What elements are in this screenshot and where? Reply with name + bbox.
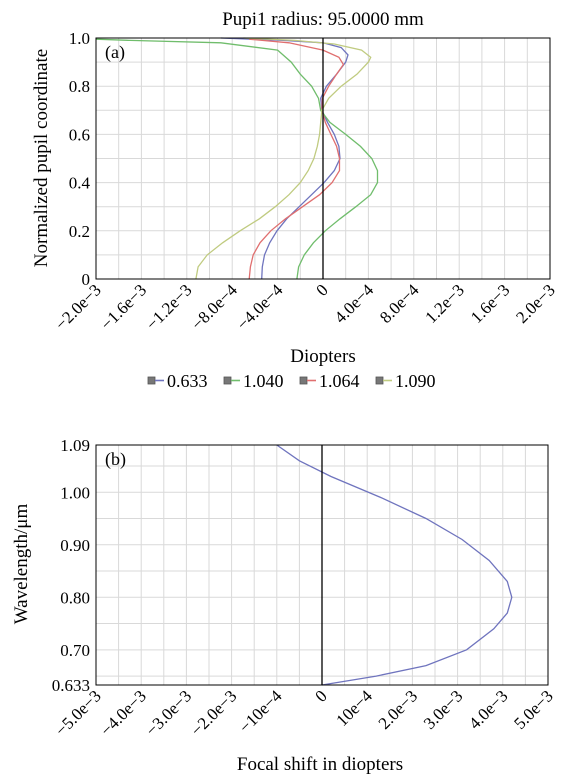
x-tick-label: 4.0e−3 xyxy=(465,686,512,733)
x-tick-label: −1.2e−3 xyxy=(142,280,195,333)
panel-label: (b) xyxy=(105,449,126,470)
y-tick-label: 1.0 xyxy=(69,29,90,48)
y-tick-label: 0.8 xyxy=(69,77,90,96)
x-tick-label: 3.0e−3 xyxy=(420,686,467,733)
x-tick-label: 2.0e−3 xyxy=(512,280,559,327)
chart-panel-a: Pupi1 radius: 95.0000 mm 0 0.2 0.4 0.6 0.8 1.… xyxy=(31,9,559,391)
y-tick-label: 0.4 xyxy=(69,174,91,193)
y-tick-label: 0.2 xyxy=(69,222,90,241)
x-tick-label: 5.0e−3 xyxy=(510,686,557,733)
y-tick-label: 0.90 xyxy=(60,536,90,555)
x-tick-label: 4.0e−4 xyxy=(331,280,378,327)
y-axis-label: Normalized pupil coordinate xyxy=(31,49,52,267)
x-tick-label: 10e−4 xyxy=(332,686,376,730)
series-line xyxy=(276,444,513,686)
chart-panel-b: 0.6330.700.800.901.001.09−5.0e−3−4.0e−3−… xyxy=(11,436,557,775)
x-tick-label: 1.2e−3 xyxy=(421,280,468,327)
x-tick-label: 8.0e−4 xyxy=(376,280,423,327)
x-tick-label: −4.0e−3 xyxy=(97,686,150,739)
x-tick-label: −4.0e−4 xyxy=(233,280,287,334)
tick-labels: 0 0.2 0.4 0.6 0.8 1.0 −2.0e−3−1.6e−3−1.2e−3−8.… xyxy=(51,29,558,334)
legend-marker xyxy=(375,376,384,385)
x-tick-label: 1.6e−3 xyxy=(467,280,514,327)
series-lines xyxy=(95,37,379,280)
panel-label: (a) xyxy=(105,42,125,63)
y-tick-label: 0 xyxy=(82,270,91,289)
x-axis-label: Focal shift in diopters xyxy=(237,754,403,775)
legend-marker xyxy=(299,376,308,385)
x-tick-label: 2.0e−3 xyxy=(375,686,422,733)
legend-label: 1.090 xyxy=(395,371,436,391)
legend-label: 1.040 xyxy=(243,371,284,391)
x-tick-label: −2.0e−3 xyxy=(187,686,240,739)
plot-frame xyxy=(95,37,551,280)
legend-marker xyxy=(223,376,232,385)
legend: 0.633 1.040 1.064 1.090 xyxy=(147,371,436,391)
chart-title: Pupi1 radius: 95.0000 mm xyxy=(222,9,424,30)
legend-marker xyxy=(147,376,156,385)
x-tick-label: 0 xyxy=(311,686,330,705)
y-tick-label: 1.09 xyxy=(60,436,90,455)
y-tick-label: 0.80 xyxy=(60,588,90,607)
series-line xyxy=(248,38,345,280)
series-line xyxy=(220,37,349,280)
tick-labels: 0.6330.700.800.901.001.09−5.0e−3−4.0e−3−… xyxy=(51,436,556,740)
series-line xyxy=(95,38,379,280)
series-lines xyxy=(276,444,513,686)
x-tick-label: −8.0e−4 xyxy=(188,280,242,334)
y-tick-label: 1.00 xyxy=(60,483,90,502)
y-tick-label: 0.6 xyxy=(69,125,90,144)
legend-label: 0.633 xyxy=(167,371,208,391)
x-tick-label: −10e−4 xyxy=(235,686,286,737)
x-tick-label: −2.0e−3 xyxy=(51,280,104,333)
y-tick-label: 0.633 xyxy=(52,676,90,695)
series-line xyxy=(195,37,372,280)
y-tick-label: 0.70 xyxy=(60,641,90,660)
plot-frame xyxy=(95,444,549,686)
legend-label: 1.064 xyxy=(319,371,360,391)
x-axis-label: Diopters xyxy=(290,346,355,367)
x-tick-label: −3.0e−3 xyxy=(142,686,195,739)
y-axis-label: Wavelength/μm xyxy=(11,504,32,625)
x-tick-label: 0 xyxy=(312,280,331,299)
x-tick-label: −1.6e−3 xyxy=(97,280,150,333)
